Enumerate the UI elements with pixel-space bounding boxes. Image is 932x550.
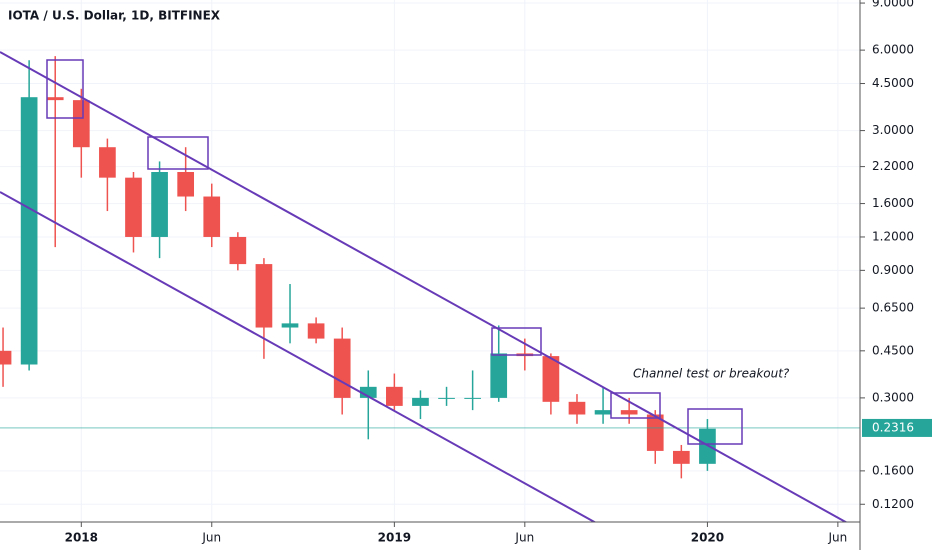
y-tick-label: 0.4500: [872, 343, 914, 357]
candle-body: [203, 196, 221, 237]
last-price-label: 0.2316: [872, 420, 914, 434]
candle-body: [412, 397, 429, 406]
chart-title: IOTA / U.S. Dollar, 1D, BITFINEX: [8, 9, 221, 23]
last-price-tag: [862, 418, 932, 437]
box: [491, 327, 542, 356]
candle-body: [333, 338, 351, 398]
candle-body: [99, 147, 116, 178]
candle-body: [490, 353, 508, 398]
candle-body: [281, 323, 299, 328]
candle-body: [620, 410, 638, 415]
x-tick-label: 2018: [65, 531, 98, 545]
candle-body: [72, 100, 90, 148]
y-tick-label: 2.2000: [872, 159, 914, 173]
y-tick-label: 3.0000: [872, 123, 914, 137]
candle-body: [438, 397, 455, 399]
x-tick-label: 2019: [378, 531, 411, 545]
candle-body: [125, 177, 142, 237]
y-tick-label: 9.0000: [872, 0, 914, 10]
x-tick-label: Jun: [514, 531, 534, 545]
y-tick-label: 1.2000: [872, 229, 914, 243]
candle-body: [229, 236, 247, 265]
candle-body: [307, 323, 325, 339]
candle-body: [464, 397, 481, 399]
y-tick-label: 1.6000: [872, 196, 914, 210]
channel-lower: [0, 191, 597, 522]
candle-body: [151, 171, 168, 237]
x-tick-label: 2020: [691, 531, 724, 545]
y-tick-label: 0.9000: [872, 263, 914, 277]
candle-body: [646, 414, 664, 451]
candle-body: [46, 97, 64, 101]
candle-body: [20, 97, 38, 365]
y-tick-label: 4.5000: [872, 76, 914, 90]
candle-body: [0, 350, 12, 365]
y-tick-label: 0.3000: [872, 390, 914, 404]
box: [46, 59, 84, 119]
candle-body: [672, 450, 690, 464]
candle-body: [255, 264, 273, 328]
box: [147, 136, 209, 170]
box: [610, 392, 661, 419]
x-tick-label: Jun: [827, 531, 847, 545]
y-tick-label: 6.0000: [872, 43, 914, 57]
candle-body: [177, 171, 195, 197]
x-tick-label: Jun: [201, 531, 221, 545]
box: [687, 408, 743, 445]
annotation: Channel test or breakout?: [633, 367, 790, 381]
candle-body: [568, 401, 586, 415]
candle-body: [386, 386, 403, 406]
candle-body: [594, 410, 612, 415]
channel-upper: [0, 51, 848, 522]
candle-body: [359, 386, 377, 398]
y-tick-label: 0.6500: [872, 301, 914, 315]
candle-body: [542, 356, 560, 402]
y-tick-label: 0.1600: [872, 463, 914, 477]
y-tick-label: 0.1200: [872, 497, 914, 511]
